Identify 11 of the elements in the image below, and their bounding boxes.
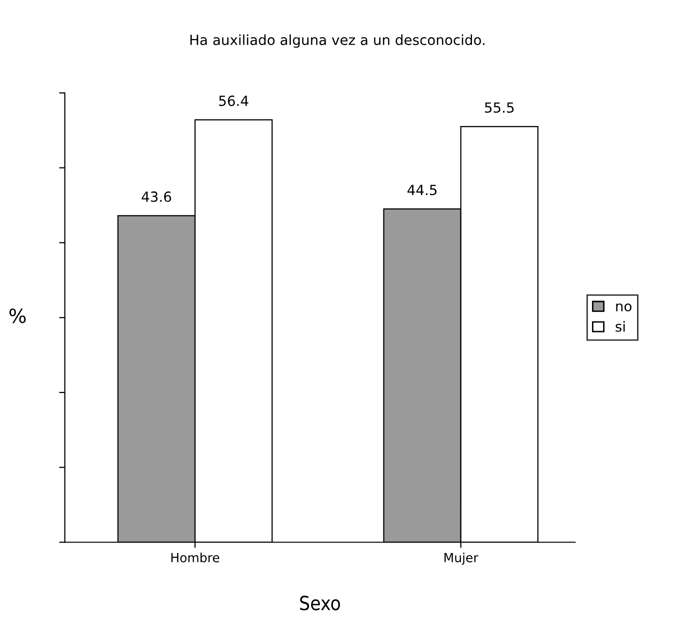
chart-title: Ha auxiliado alguna vez a un desconocido.: [190, 34, 484, 48]
x-tick-label: Mujer: [444, 552, 478, 565]
data-label: 55.5: [484, 102, 514, 113]
x-axis-title: Sexo: [300, 596, 340, 610]
data-label: 44.5: [407, 184, 437, 196]
data-label: 43.6: [142, 191, 172, 202]
legend-label: no: [616, 303, 632, 312]
y-axis-title: %: [9, 308, 26, 324]
legend-label: si: [616, 321, 625, 332]
data-label: 56.4: [219, 96, 248, 106]
x-tick-label: Hombre: [171, 552, 220, 562]
